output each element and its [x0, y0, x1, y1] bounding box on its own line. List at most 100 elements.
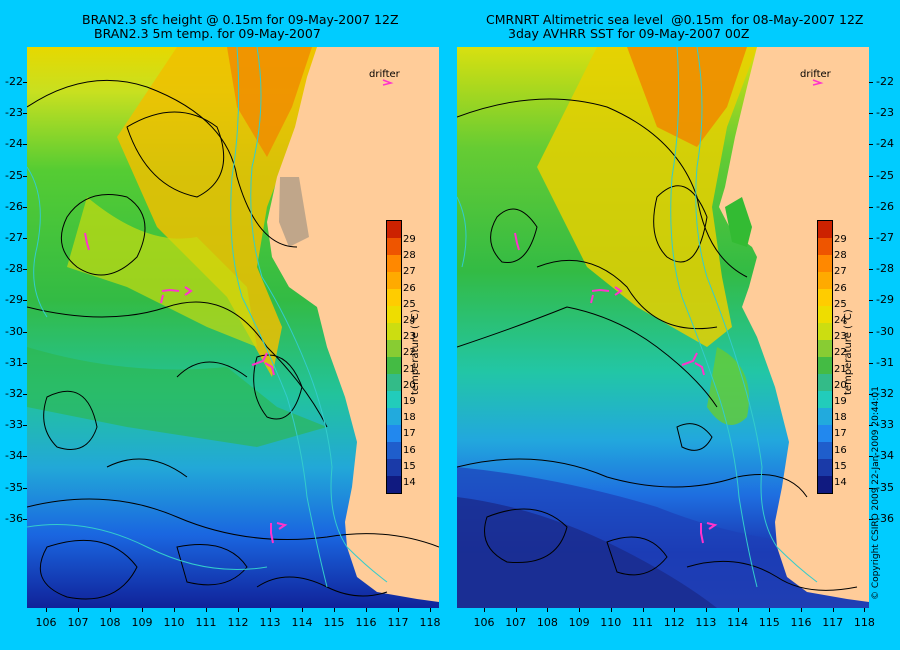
right-lon-tick — [484, 608, 485, 612]
right-lon-tick — [737, 608, 739, 612]
left-colorbar-label: 24 — [403, 315, 416, 326]
left-lat-tick — [23, 487, 27, 489]
right-lat-tick — [869, 456, 873, 458]
right-lon-tick — [801, 608, 802, 612]
left-lat-tick — [23, 300, 27, 302]
right-lat-tick — [869, 82, 873, 83]
right-colorbar-label: 21 — [834, 363, 847, 375]
right-lon-label: 106 — [473, 616, 495, 629]
left-lat-label: -34 — [5, 449, 23, 463]
left-map-panel — [27, 47, 439, 608]
left-lat-label: -35 — [5, 480, 23, 494]
right-lon-label: 114 — [727, 616, 749, 629]
left-lat-tick — [23, 331, 27, 333]
left-lat-tick — [23, 113, 27, 115]
right-colorbar-label: 20 — [834, 379, 847, 391]
left-colorbar-label: 16 — [403, 444, 416, 456]
left-lon-tick — [174, 608, 175, 612]
left-lat-tick — [23, 175, 27, 177]
right-colorbar-label: 15 — [834, 460, 847, 472]
right-title-line1: CMRNRT Altimetric sea level @0.15m for 0… — [486, 12, 864, 27]
left-lon-tick — [78, 608, 79, 612]
left-colorbar — [386, 220, 402, 494]
left-colorbar-label: 22 — [403, 347, 416, 359]
right-lat-label: -27 — [876, 231, 894, 244]
left-colorbar-label: 15 — [403, 460, 416, 472]
right-lon-label: 108 — [536, 616, 558, 629]
right-lat-tick — [869, 238, 873, 239]
right-colorbar-label: 26 — [834, 282, 847, 294]
right-lat-tick — [869, 144, 873, 146]
left-colorbar-label: 19 — [403, 396, 416, 407]
right-colorbar-label: 14 — [834, 477, 847, 488]
right-lat-label: -22 — [876, 75, 894, 88]
left-lat-label: -27 — [5, 231, 23, 244]
right-lat-tick — [869, 175, 873, 177]
right-lon-label: 115 — [758, 616, 780, 629]
right-lon-tick — [579, 608, 581, 612]
left-drifter-tracks — [84, 232, 288, 544]
left-lon-label: 113 — [259, 616, 281, 629]
left-lon-label: 115 — [323, 616, 345, 629]
left-lon-label: 108 — [99, 616, 121, 629]
left-lat-label: -25 — [5, 168, 23, 182]
right-lon-label: 107 — [505, 616, 527, 629]
left-colorbar-label: 29 — [403, 234, 416, 245]
left-lon-tick — [110, 608, 111, 612]
right-lon-tick — [610, 608, 612, 612]
left-colorbar-label: 20 — [403, 379, 416, 391]
right-colorbar-label: 22 — [834, 347, 847, 359]
left-lon-label: 116 — [355, 616, 377, 629]
left-lon-label: 111 — [195, 616, 217, 629]
left-colorbar-label: 25 — [403, 298, 416, 310]
right-lat-label: -34 — [876, 449, 894, 463]
right-lat-label: -23 — [876, 106, 894, 120]
left-lat-label: -30 — [5, 324, 23, 338]
right-lat-tick — [869, 518, 873, 520]
left-lon-tick — [334, 608, 335, 612]
left-lat-label: -28 — [5, 262, 23, 276]
left-drifter-label: drifter — [369, 69, 400, 80]
left-lon-tick — [270, 608, 271, 612]
left-colorbar-label: 14 — [403, 477, 416, 488]
left-lat-label: -36 — [5, 511, 23, 525]
right-lat-label: -36 — [876, 511, 894, 525]
left-sst-map — [27, 47, 439, 608]
left-lat-tick — [23, 269, 27, 271]
left-lat-tick — [23, 394, 27, 395]
left-lat-tick — [23, 144, 27, 146]
right-lat-tick — [869, 269, 873, 271]
left-lon-tick — [206, 608, 207, 612]
right-lon-label: 112 — [663, 616, 685, 629]
left-lat-label: -26 — [5, 199, 23, 213]
right-lon-tick — [674, 608, 676, 612]
left-colorbar-label: 28 — [403, 250, 416, 262]
right-map-panel — [457, 47, 869, 608]
left-lon-label: 117 — [387, 616, 409, 629]
right-colorbar — [817, 220, 833, 494]
right-colorbar-label: 19 — [834, 396, 847, 407]
left-title-line2: BRAN2.3 5m temp. for 09-May-2007 — [94, 26, 321, 41]
left-lat-label: -22 — [5, 75, 23, 88]
right-lon-label: 109 — [568, 616, 590, 629]
right-lat-label: -24 — [876, 137, 894, 151]
left-lon-label: 112 — [227, 616, 249, 629]
left-lat-label: -24 — [5, 137, 23, 151]
right-colorbar-label: 29 — [834, 234, 847, 245]
left-lon-label: 109 — [131, 616, 153, 629]
right-lat-label: -30 — [876, 324, 894, 338]
right-lon-label: 118 — [853, 616, 875, 629]
left-lat-tick — [23, 456, 27, 458]
left-colorbar-label: 26 — [403, 282, 416, 294]
right-colorbar-label: 25 — [834, 298, 847, 310]
left-lon-label: 114 — [291, 616, 313, 629]
left-lat-tick — [23, 518, 27, 520]
left-lat-tick — [23, 362, 27, 364]
right-lon-label: 111 — [632, 616, 653, 629]
left-lon-label: 110 — [163, 616, 185, 629]
right-lat-label: -28 — [876, 262, 894, 276]
right-lat-tick — [869, 394, 873, 395]
left-lat-label: -32 — [5, 387, 23, 400]
left-title-line1: BRAN2.3 sfc height @ 0.15m for 09-May-20… — [82, 12, 399, 27]
right-colorbar-label: 24 — [834, 315, 847, 326]
